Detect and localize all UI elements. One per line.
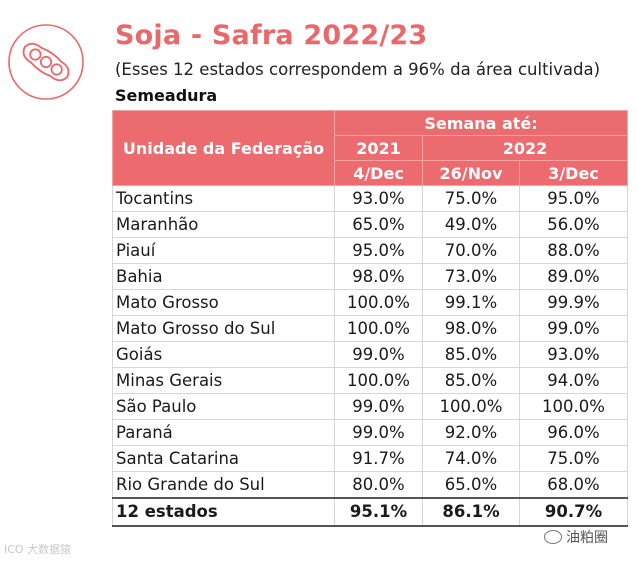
value-cell: 94.0% <box>518 367 629 394</box>
value-cell: 70.0% <box>422 237 520 264</box>
value-cell: 85.0% <box>422 367 520 394</box>
value-cell: 100.0% <box>422 393 520 420</box>
value-cell: 93.0% <box>334 185 423 212</box>
state-name-cell: Minas Gerais <box>112 367 335 394</box>
value-cell: 100.0% <box>334 367 423 394</box>
header-row-group: Unidade da Federação Semana até: <box>112 110 629 186</box>
value-cell: 100.0% <box>334 315 423 342</box>
table-row: Tocantins 93.0% 75.0% 95.0% <box>112 185 629 212</box>
value-cell: 93.0% <box>518 341 629 368</box>
table-row: Santa Catarina 91.7% 74.0% 75.0% <box>112 445 629 472</box>
value-cell: 75.0% <box>518 445 629 472</box>
total-label: 12 estados <box>112 496 335 527</box>
value-cell: 100.0% <box>518 393 629 420</box>
value-cell: 99.0% <box>334 419 423 446</box>
table-row: Rio Grande do Sul 80.0% 65.0% 68.0% <box>112 471 629 498</box>
value-cell: 98.0% <box>422 315 520 342</box>
state-name-cell: Santa Catarina <box>112 445 335 472</box>
value-cell: 95.0% <box>334 237 423 264</box>
column-header-date: 4/Dec <box>334 160 423 186</box>
column-header-date: 3/Dec <box>518 160 629 186</box>
state-name-cell: Goiás <box>112 341 335 368</box>
state-name-cell: Mato Grosso do Sul <box>112 315 335 342</box>
column-header-year-b: 2022 <box>421 135 629 161</box>
wechat-icon <box>544 530 562 544</box>
value-cell: 75.0% <box>422 185 520 212</box>
state-name-cell: Mato Grosso <box>112 289 335 316</box>
value-cell: 91.7% <box>334 445 423 472</box>
column-header-year-a: 2021 <box>334 135 423 161</box>
value-cell: 96.0% <box>518 419 629 446</box>
table-row: Goiás 99.0% 85.0% 93.0% <box>112 341 629 368</box>
page-subtitle: (Esses 12 estados correspondem a 96% da … <box>115 60 601 79</box>
watermark-right-label: 油粕圈 <box>566 530 608 546</box>
table-row: Maranhão 65.0% 49.0% 56.0% <box>112 211 629 238</box>
value-cell: 80.0% <box>334 471 423 498</box>
total-value: 90.7% <box>518 496 629 527</box>
state-name-cell: Maranhão <box>112 211 335 238</box>
value-cell: 95.0% <box>518 185 629 212</box>
table-row: Mato Grosso 100.0% 99.1% 99.9% <box>112 289 629 316</box>
column-header-group: Semana até: <box>333 110 629 136</box>
value-cell: 99.0% <box>518 315 629 342</box>
soybean-pod-icon <box>8 24 84 100</box>
column-header-date: 26/Nov <box>422 160 520 186</box>
value-cell: 99.0% <box>334 393 423 420</box>
column-header-uf: Unidade da Federação <box>112 110 335 186</box>
table-row: Paraná 99.0% 92.0% 96.0% <box>112 419 629 446</box>
total-row: 12 estados 95.1% 86.1% 90.7% <box>112 496 629 527</box>
value-cell: 98.0% <box>334 263 423 290</box>
state-name-cell: Bahia <box>112 263 335 290</box>
header-row-years: 2021 2022 <box>113 135 629 161</box>
table-row: São Paulo 99.0% 100.0% 100.0% <box>112 393 629 420</box>
section-label: Semeadura <box>115 86 218 105</box>
state-name-cell: Tocantins <box>112 185 335 212</box>
value-cell: 88.0% <box>518 237 629 264</box>
table-row: Bahia 98.0% 73.0% 89.0% <box>112 263 629 290</box>
value-cell: 85.0% <box>422 341 520 368</box>
state-name-cell: Paraná <box>112 419 335 446</box>
table-row: Piauí 95.0% 70.0% 88.0% <box>112 237 629 264</box>
state-name-cell: Piauí <box>112 237 335 264</box>
table-row: Mato Grosso do Sul 100.0% 98.0% 99.0% <box>112 315 629 342</box>
total-value: 86.1% <box>422 496 520 527</box>
value-cell: 56.0% <box>518 211 629 238</box>
state-name-cell: Rio Grande do Sul <box>112 471 335 498</box>
table-row: Minas Gerais 100.0% 85.0% 94.0% <box>112 367 629 394</box>
watermark-left: ICO 大数据猿 <box>4 543 72 556</box>
value-cell: 65.0% <box>422 471 520 498</box>
planting-progress-table: Unidade da Federação Semana até: 2021 20… <box>112 110 629 527</box>
value-cell: 74.0% <box>422 445 520 472</box>
value-cell: 92.0% <box>422 419 520 446</box>
value-cell: 73.0% <box>422 263 520 290</box>
total-value: 95.1% <box>334 496 423 527</box>
value-cell: 68.0% <box>518 471 629 498</box>
value-cell: 89.0% <box>518 263 629 290</box>
value-cell: 99.0% <box>334 341 423 368</box>
state-name-cell: São Paulo <box>112 393 335 420</box>
value-cell: 49.0% <box>422 211 520 238</box>
watermark-right: 油粕圈 <box>544 527 608 547</box>
value-cell: 100.0% <box>334 289 423 316</box>
value-cell: 65.0% <box>334 211 423 238</box>
value-cell: 99.9% <box>518 289 629 316</box>
page-title: Soja - Safra 2022/23 <box>115 20 428 51</box>
value-cell: 99.1% <box>422 289 520 316</box>
header-row-dates: 4/Dec 26/Nov 3/Dec <box>113 160 629 186</box>
